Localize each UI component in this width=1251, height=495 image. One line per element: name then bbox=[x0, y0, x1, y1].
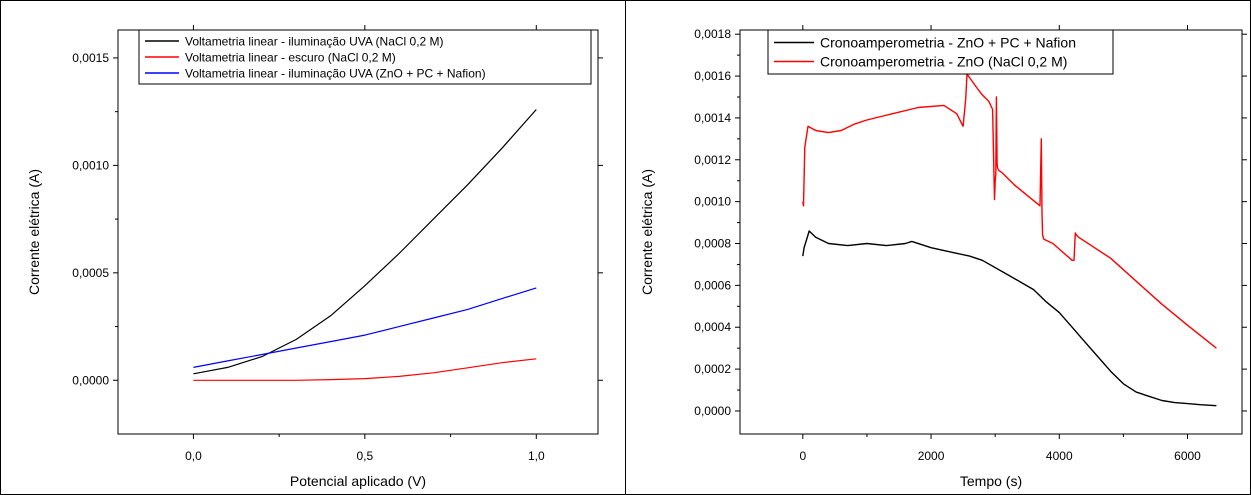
legend-label-2: Voltametria linear - escuro (NaCl 0,2 M) bbox=[185, 50, 396, 64]
x-tick-label: 0,5 bbox=[357, 449, 374, 463]
x-tick-label: 0,0 bbox=[185, 449, 202, 463]
y-axis-label: Corrente elétrica (A) bbox=[639, 169, 655, 295]
x-tick-label: 6000 bbox=[1174, 449, 1201, 463]
y-tick-label: 0,0008 bbox=[694, 237, 731, 251]
x-tick-label: 2000 bbox=[918, 449, 945, 463]
chart-panel-voltametria: 0,0 0,5 1,0 0,0000 0,0005 0,0010 0,0015 Potenci… bbox=[0, 0, 626, 495]
series-line-1 bbox=[802, 230, 1217, 407]
series-line-1 bbox=[193, 109, 537, 375]
y-tick-label: 0,0002 bbox=[694, 362, 731, 376]
chart-cronoamperometria: 0 2000 4000 6000 0,0000 0,0002 0,0004 0,0006 0,0… bbox=[639, 25, 1247, 489]
legend-label-1: Cronoamperometria - ZnO + PC + Nafion bbox=[820, 35, 1076, 51]
y-axis-label: Corrente elétrica (A) bbox=[26, 169, 42, 295]
x-tick-label: 4000 bbox=[1046, 449, 1073, 463]
x-axis-label: Potencial aplicado (V) bbox=[290, 473, 426, 489]
plot-frame bbox=[117, 29, 599, 435]
x-axis-label: Tempo (s) bbox=[960, 473, 1022, 489]
y-tick-label: 0,0006 bbox=[694, 278, 731, 292]
y-tick-label: 0,0000 bbox=[72, 373, 109, 387]
y-tick-label: 0,0015 bbox=[72, 51, 109, 65]
y-tick-label: 0,0004 bbox=[694, 320, 731, 334]
y-tick-label: 0,0018 bbox=[694, 27, 731, 41]
y-tick-label: 0,0012 bbox=[694, 153, 731, 167]
series-line-2 bbox=[193, 358, 537, 381]
x-tick-label: 0 bbox=[799, 449, 806, 463]
y-tick-label: 0,0005 bbox=[72, 266, 109, 280]
legend-label-2: Cronoamperometria - ZnO (NaCl 0,2 M) bbox=[820, 54, 1067, 70]
series-line-3 bbox=[193, 287, 537, 368]
legend-label-3: Voltametria linear - iluminação UVA (ZnO… bbox=[185, 66, 486, 80]
plot-frame bbox=[739, 29, 1243, 435]
chart-panel-cronoamperometria: 0 2000 4000 6000 0,0000 0,0002 0,0004 0,0006 0,0… bbox=[626, 0, 1251, 495]
y-tick-label: 0,0010 bbox=[694, 195, 731, 209]
y-tick-label: 0,0016 bbox=[694, 69, 731, 83]
series-line-2 bbox=[802, 73, 1217, 349]
chart-voltametria: 0,0 0,5 1,0 0,0000 0,0005 0,0010 0,0015 Potenci… bbox=[26, 25, 603, 489]
y-tick-label: 0,0014 bbox=[694, 111, 731, 125]
legend-box bbox=[138, 29, 592, 85]
y-tick-label: 0,0010 bbox=[72, 158, 109, 172]
x-tick-label: 1,0 bbox=[528, 449, 545, 463]
legend-label-1: Voltametria linear - iluminação UVA (NaC… bbox=[185, 34, 444, 48]
legend-box bbox=[767, 29, 1114, 75]
y-tick-label: 0,0000 bbox=[694, 404, 731, 418]
